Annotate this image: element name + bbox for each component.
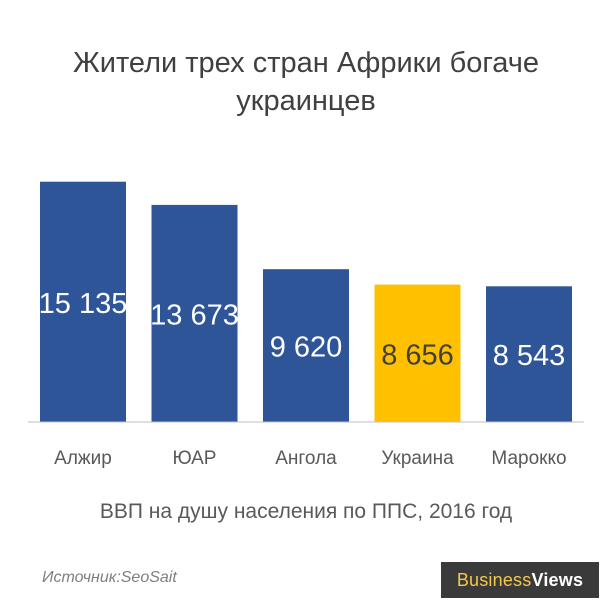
bar-4 — [374, 284, 461, 422]
chart-subtitle: ВВП на душу населения по ППС, 2016 год — [99, 500, 513, 523]
bars: 15 135 13 673 9 620 8 656 8 543 — [39, 181, 572, 422]
category-label-2: ЮАР — [173, 448, 217, 469]
category-label-4: Украина — [381, 448, 454, 469]
bar-2 — [151, 204, 238, 422]
bar-3 — [263, 269, 349, 422]
bar-value-label-5: 8 543 — [493, 340, 566, 372]
category-label-1: Алжир — [54, 448, 112, 469]
category-label-3: Ангола — [275, 448, 337, 469]
brand-logo-part-2: Views — [531, 569, 584, 590]
chart-title-line-1: Жители трех стран Африки богаче — [72, 47, 540, 79]
bar-value-label-4: 8 656 — [381, 339, 454, 371]
category-label-5: Марокко — [491, 448, 566, 469]
bar-value-label-2: 13 673 — [150, 299, 239, 331]
bar-5 — [486, 286, 572, 422]
bar-value-label-1: 15 135 — [39, 288, 128, 320]
source-note: Источник:SeoSait — [42, 569, 177, 586]
brand-logo: Business Views — [441, 562, 599, 598]
brand-logo-part-1: Business — [456, 569, 532, 590]
chart-title: Жители трех стран Африки богаче украинце… — [0, 44, 612, 120]
bar-1 — [40, 181, 126, 422]
chart-title-line-2: украинцев — [236, 85, 376, 117]
bar-value-label-3: 9 620 — [270, 332, 343, 364]
category-labels: Алжир ЮАР Ангола Украина Марокко — [54, 448, 566, 469]
